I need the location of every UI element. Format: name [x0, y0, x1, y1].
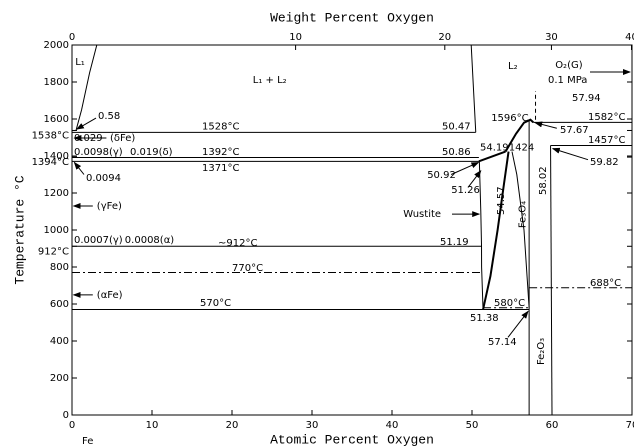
y-tick-label: 1538°C [32, 130, 69, 141]
arrow [551, 147, 589, 161]
annotation: 0.58 [98, 111, 120, 122]
annotation: 59.82 [590, 157, 619, 168]
x-tick-label: 0 [69, 420, 75, 431]
annotation: 688°C [590, 278, 621, 289]
x2-tick-label: 0 [69, 32, 75, 43]
arrow [534, 121, 557, 129]
x-tick-label: 10 [146, 420, 159, 431]
annotation: 0.0008(α) [125, 235, 174, 246]
x-tick-label: 50 [466, 420, 479, 431]
annotation: (δFe) [110, 133, 135, 144]
annotation: ~912°C [218, 238, 257, 249]
annotation: Fe₃O₄ [517, 201, 528, 228]
phase-boundary [482, 151, 510, 310]
x-axis-title: Atomic Percent Oxygen [270, 432, 434, 447]
y-tick-label: 912°C [38, 246, 69, 257]
x2-axis-title: Weight Percent Oxygen [270, 10, 434, 25]
y-axis-title: Temperature °C [12, 175, 27, 284]
annotation: 54.19 [480, 142, 509, 153]
annotation: 1582°C [588, 112, 625, 123]
arrow [507, 310, 529, 338]
x-tick-label: 70 [626, 420, 634, 431]
annotation: 0.019(δ) [130, 147, 173, 158]
annotation: 50.47 [442, 121, 471, 132]
annotation: 50.92 [427, 170, 456, 181]
y-tick-label: 2000 [44, 40, 69, 51]
annotation: 0.0094 [86, 173, 121, 184]
annotation: L₁ [75, 57, 85, 68]
annotation: 57.14 [488, 337, 517, 348]
x2-tick-label: 40 [625, 32, 634, 43]
phase-boundary [75, 44, 98, 131]
annotation: 57.67 [560, 125, 589, 136]
y-tick-label: 1800 [44, 77, 69, 88]
annotation: 54.57 [496, 186, 507, 215]
phase-boundary [550, 145, 553, 416]
y-tick-label: 1400 [44, 151, 69, 162]
annotation: Wustite [403, 209, 441, 220]
arrow [73, 161, 85, 175]
x2-tick-label: 30 [545, 32, 558, 43]
annotation: 580°C [494, 298, 525, 309]
y-tick-label: 600 [50, 299, 69, 310]
y-tick-label: 1000 [44, 225, 69, 236]
annotation: 1392°C [202, 147, 239, 158]
phase-boundary [504, 118, 535, 153]
y-tick-label: 400 [50, 336, 69, 347]
x-tick-label: 60 [546, 420, 559, 431]
arrow [467, 170, 482, 188]
annotation: 0.1 MPa [548, 75, 587, 86]
annotation: Fe [82, 436, 93, 447]
x-tick-label: 30 [306, 420, 319, 431]
annotation: 51.19 [440, 237, 469, 248]
y-tick-label: 1394°C [32, 157, 69, 168]
annotation: (αFe) [97, 290, 123, 301]
annotation: L₂ [508, 61, 518, 72]
x-tick-label: 40 [386, 420, 399, 431]
annotation: 1371°C [202, 163, 239, 174]
annotation: 51.38 [470, 313, 499, 324]
annotation: 58.02 [538, 166, 549, 195]
plot-frame [71, 44, 633, 416]
annotation: (γFe) [97, 201, 122, 212]
y-tick-label: 1200 [44, 188, 69, 199]
annotation: 1528°C [202, 121, 239, 132]
phase-boundary [511, 151, 530, 308]
phase-boundary [470, 44, 477, 133]
annotation: O₂(G) [555, 60, 583, 71]
annotation: Fe₂O₃ [536, 338, 547, 365]
x2-tick-label: 10 [289, 32, 302, 43]
y-tick-label: 0 [63, 410, 69, 421]
y-tick-label: 1600 [44, 114, 69, 125]
annotation: 1596°C [491, 113, 528, 124]
x-tick-label: 20 [226, 420, 239, 431]
annotation: 770°C [232, 263, 263, 274]
y-tick-label: 800 [50, 262, 69, 273]
annotation: 1457°C [588, 135, 625, 146]
annotation: 570°C [200, 298, 231, 309]
x2-tick-label: 20 [438, 32, 451, 43]
phase-boundary [478, 161, 484, 310]
arrow [450, 162, 480, 175]
annotation: 0.0098(γ) [74, 147, 123, 158]
annotation: 51.26 [451, 185, 480, 196]
annotation: 1424 [509, 142, 534, 153]
arrow [75, 117, 97, 130]
phase-boundary [478, 150, 506, 163]
y-tick-label: 200 [50, 373, 69, 384]
annotation: 50.86 [442, 147, 471, 158]
annotation: 57.94 [572, 93, 601, 104]
annotation: 0.0007(γ) [74, 235, 123, 246]
annotation: L₁ + L₂ [253, 75, 287, 86]
